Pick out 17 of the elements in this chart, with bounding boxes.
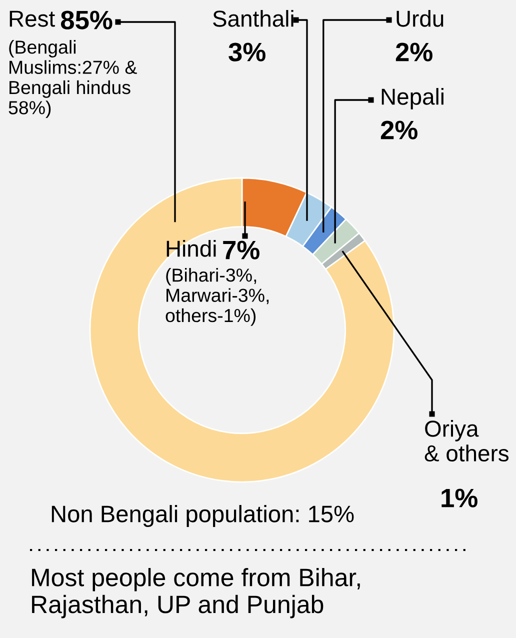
data-label: 3% (228, 42, 266, 62)
data-label: 2% (396, 42, 432, 62)
data-label: 85% (60, 10, 112, 30)
data-label: 7% (223, 240, 260, 260)
donut-slice (89, 177, 395, 483)
slice-label: Santhali (213, 10, 294, 27)
slice-label: Hindi (166, 240, 216, 257)
text: Most people come from Bihar, Rajasthan, UP and Punjab (32, 568, 360, 618)
slice-label: Rest (10, 10, 55, 27)
data-label: 1% (442, 488, 478, 508)
text: (Bengali Muslims:27% & Bengali hindus 58%) (8, 40, 137, 118)
data-label: 2% (380, 120, 418, 140)
slice-label: Nepali (382, 88, 444, 110)
text: (Bihari-3%, Marwari-3%, others-1%) (166, 268, 269, 326)
slice-label: Oriya & others (424, 420, 509, 462)
text: Non Bengali population: 15% (52, 505, 354, 528)
slice-label: Urdu (396, 10, 444, 27)
